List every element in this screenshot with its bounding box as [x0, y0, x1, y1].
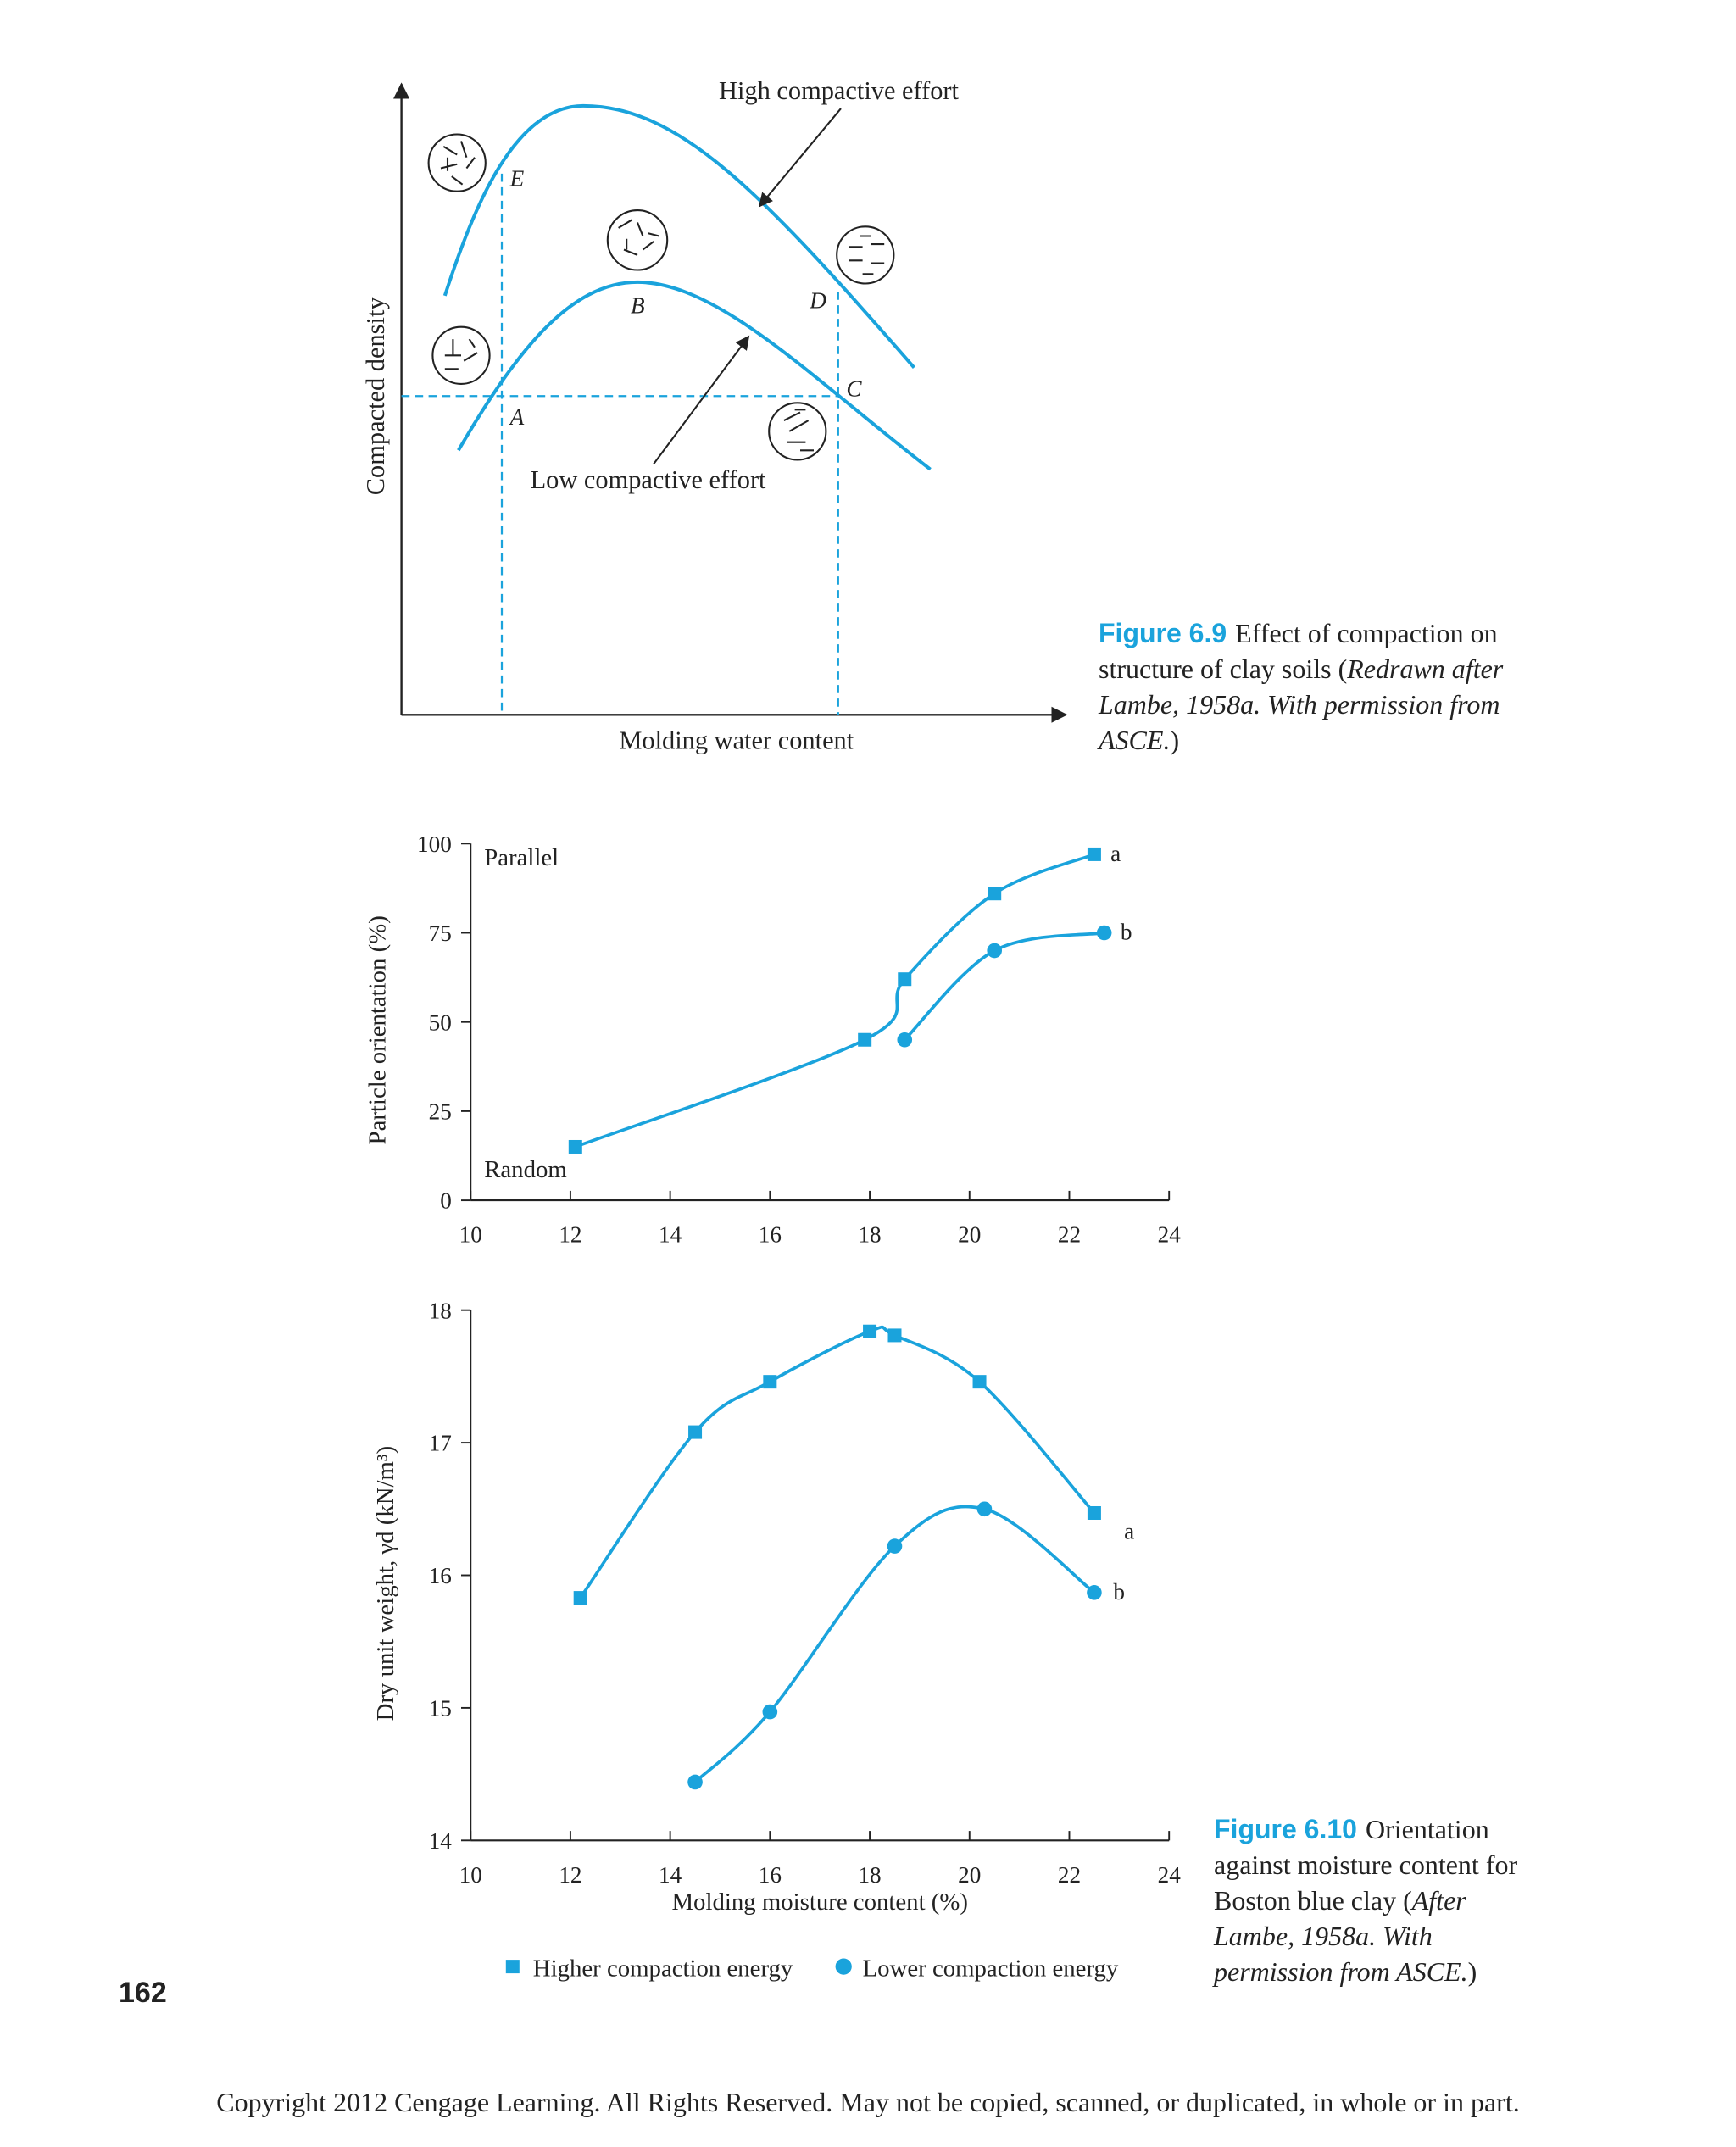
series-label: a	[1124, 1518, 1134, 1544]
page-number: 162	[119, 1977, 167, 2009]
x-tick-label: 12	[559, 1862, 581, 1888]
y-tick-label: 18	[429, 1298, 452, 1323]
arrow	[653, 335, 750, 464]
x-tick-label: 20	[958, 1222, 981, 1248]
marker	[863, 1324, 877, 1338]
x-tick-label: 10	[459, 1222, 482, 1248]
marker	[988, 887, 1002, 901]
marker	[976, 1501, 993, 1517]
legend-marker	[505, 1960, 520, 1974]
y-tick-label: 14	[429, 1828, 453, 1854]
y-tick-label: 16	[429, 1563, 452, 1588]
caption: Figure 6.10 Orientation against moisture …	[1214, 1811, 1553, 1989]
point-label: D	[809, 287, 826, 313]
marker	[573, 1591, 587, 1605]
legend-label: Lower compaction energy	[863, 1955, 1119, 1982]
figure-number: Figure 6.9	[1099, 618, 1227, 648]
point-label: E	[509, 165, 525, 191]
curve	[579, 1325, 1096, 1599]
y-tick-label: 0	[440, 1188, 452, 1214]
caption: Figure 6.9 Effect of compaction on struct…	[1099, 615, 1556, 758]
y-axis-label: Dry unit weight, γd (kN/m³)	[372, 1446, 399, 1721]
x-tick-label: 14	[659, 1222, 682, 1248]
point-label: C	[846, 375, 862, 401]
point-label: A	[509, 404, 525, 430]
series-label: a	[1110, 841, 1121, 866]
marker	[568, 1139, 582, 1154]
y-tick-label: 75	[429, 921, 452, 946]
caption-source: After Lambe, 1958a. With permission from…	[1214, 1885, 1468, 1987]
x-tick-label: 22	[1058, 1862, 1081, 1888]
marker	[1096, 925, 1112, 941]
point-labels: A B C D E	[509, 165, 863, 430]
y-tick-label: 50	[429, 1010, 452, 1035]
annotation: Parallel	[484, 844, 559, 871]
x-tick-label: 14	[659, 1862, 682, 1888]
x-tick-label: 24	[1158, 1862, 1182, 1888]
figure-number: Figure 6.10	[1214, 1814, 1357, 1844]
marker	[987, 943, 1002, 959]
annotation: Low compactive effort	[531, 465, 766, 494]
series-label: b	[1113, 1579, 1125, 1605]
x-axis-label: Molding water content	[619, 726, 854, 754]
y-tick-label: 25	[429, 1099, 452, 1125]
caption-text: )	[1467, 1956, 1477, 1987]
copyright: Copyright 2012 Cengage Learning. All Rig…	[216, 2087, 1520, 2117]
x-tick-label: 16	[759, 1222, 782, 1248]
caption-text: Effect of compaction on structure of cla…	[1099, 618, 1498, 684]
x-tick-label: 16	[759, 1862, 782, 1888]
marker	[898, 972, 912, 987]
marker	[763, 1375, 777, 1389]
caption-text: Orientation against moisture content for…	[1214, 1814, 1518, 1916]
caption-text: )	[1170, 725, 1180, 755]
particle-structures	[427, 133, 895, 461]
marker	[762, 1704, 778, 1720]
legend-marker	[835, 1958, 852, 1975]
series-label: b	[1121, 920, 1132, 945]
caption-source: Redrawn after Lambe, 1958a. With permiss…	[1099, 654, 1504, 755]
x-tick-label: 24	[1158, 1222, 1182, 1248]
x-tick-label: 10	[459, 1862, 482, 1888]
y-axis-label: Particle orientation (%)	[364, 915, 391, 1144]
y-tick-label: 15	[429, 1696, 452, 1721]
marker	[1087, 1585, 1102, 1600]
x-tick-label: 18	[858, 1862, 881, 1888]
marker	[687, 1774, 703, 1790]
high-effort-curve	[442, 103, 915, 370]
x-tick-label: 12	[559, 1222, 581, 1248]
legend-label: Higher compaction energy	[533, 1955, 793, 1982]
curve	[575, 853, 1095, 1149]
x-tick-label: 20	[958, 1862, 981, 1888]
figure-6-10: 0 25 50 75 100 10 12 14 16 18 20 22 24 Particle orien…	[364, 832, 1181, 1982]
annotation: High compactive effort	[719, 76, 960, 105]
marker	[972, 1375, 987, 1389]
marker	[688, 1425, 703, 1439]
marker	[1087, 1505, 1101, 1520]
point-label: B	[631, 293, 645, 319]
arrow	[758, 108, 842, 208]
marker	[897, 1032, 913, 1048]
y-tick-label: 100	[417, 832, 452, 857]
low-effort-curve	[457, 280, 932, 471]
annotation: Random	[484, 1156, 567, 1183]
marker	[1087, 847, 1101, 861]
x-tick-label: 18	[858, 1222, 881, 1248]
figure-6-9: Compacted density Molding water content …	[361, 76, 1068, 754]
y-tick-label: 17	[429, 1431, 452, 1456]
x-axis-label: Molding moisture content (%)	[671, 1888, 968, 1916]
y-axis-label: Compacted density	[361, 297, 390, 496]
marker	[858, 1032, 872, 1047]
marker	[887, 1328, 902, 1343]
marker	[887, 1538, 903, 1554]
x-tick-label: 22	[1058, 1222, 1081, 1248]
